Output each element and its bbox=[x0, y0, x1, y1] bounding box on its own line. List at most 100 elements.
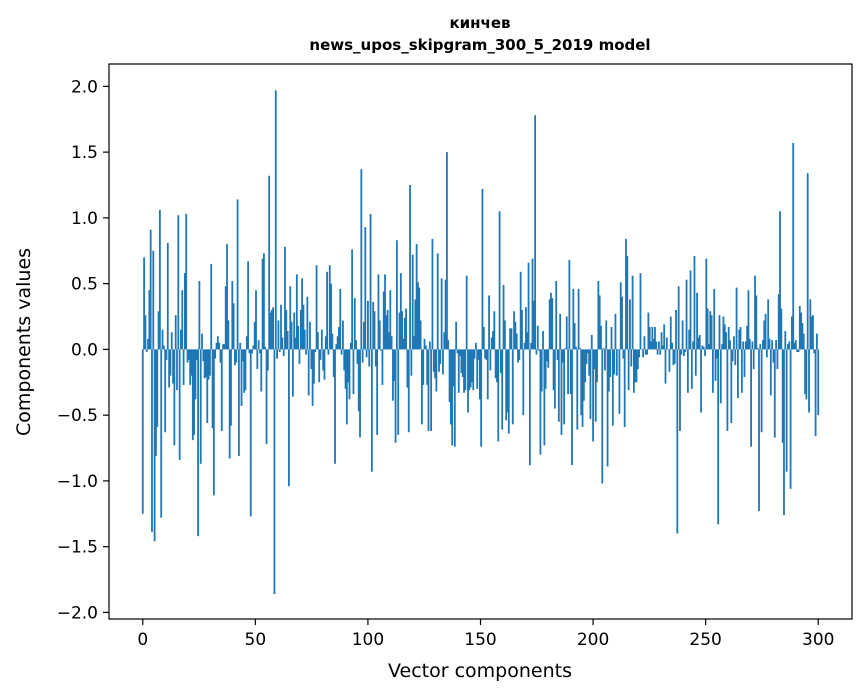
bar bbox=[166, 242, 169, 350]
bar bbox=[813, 349, 816, 354]
bar bbox=[538, 349, 540, 351]
bar bbox=[568, 259, 571, 350]
bar bbox=[374, 349, 377, 367]
bar bbox=[696, 292, 698, 350]
bar bbox=[752, 349, 755, 370]
bar bbox=[715, 349, 718, 359]
bar bbox=[448, 349, 451, 402]
bar bbox=[426, 349, 429, 385]
bar bbox=[759, 344, 762, 350]
bar bbox=[502, 284, 505, 350]
bar bbox=[738, 329, 741, 350]
bar bbox=[370, 349, 373, 472]
bar bbox=[503, 320, 506, 350]
bar bbox=[763, 320, 766, 350]
bar bbox=[486, 349, 489, 400]
bar bbox=[228, 349, 231, 459]
bar bbox=[536, 325, 539, 350]
bar bbox=[540, 349, 543, 392]
x-axis-label: Vector components bbox=[388, 660, 572, 682]
bar bbox=[688, 329, 691, 350]
bar bbox=[237, 349, 240, 456]
bar bbox=[449, 349, 452, 425]
bar bbox=[756, 348, 759, 350]
bar bbox=[528, 349, 531, 466]
bar bbox=[579, 348, 581, 350]
bar bbox=[680, 349, 683, 355]
bar bbox=[800, 312, 803, 350]
bar bbox=[784, 330, 787, 350]
bar bbox=[397, 349, 400, 435]
bar bbox=[602, 348, 605, 350]
bar bbox=[718, 315, 721, 350]
bar bbox=[605, 320, 608, 350]
chart-title: кинчев bbox=[449, 14, 510, 32]
bar bbox=[411, 254, 414, 350]
bar bbox=[351, 249, 354, 350]
bar bbox=[295, 274, 298, 350]
bar bbox=[593, 349, 596, 370]
bar bbox=[515, 333, 518, 350]
bar bbox=[704, 349, 706, 356]
bar bbox=[257, 340, 260, 350]
bar bbox=[613, 349, 616, 375]
bar bbox=[806, 173, 809, 350]
bar bbox=[654, 327, 656, 350]
bar bbox=[438, 349, 440, 372]
bar bbox=[273, 349, 276, 595]
bar bbox=[722, 316, 725, 350]
bar bbox=[256, 349, 259, 370]
bar bbox=[697, 337, 700, 350]
bar bbox=[535, 349, 538, 355]
bar bbox=[685, 279, 688, 350]
bar bbox=[804, 349, 806, 395]
bar bbox=[488, 295, 490, 350]
bar bbox=[417, 282, 419, 350]
bar bbox=[184, 273, 186, 350]
bar bbox=[220, 349, 223, 431]
bar bbox=[681, 320, 684, 350]
bar bbox=[551, 298, 554, 350]
bar bbox=[472, 349, 475, 391]
bar bbox=[180, 329, 182, 350]
bar bbox=[731, 349, 734, 362]
bar bbox=[156, 349, 159, 427]
bar bbox=[509, 328, 512, 350]
bar bbox=[671, 342, 673, 350]
bar bbox=[609, 349, 612, 378]
bar bbox=[178, 349, 181, 460]
bar bbox=[191, 349, 194, 441]
bar bbox=[729, 340, 731, 350]
bar bbox=[661, 345, 664, 350]
bar bbox=[239, 342, 242, 350]
bar bbox=[316, 332, 319, 350]
bar bbox=[364, 227, 367, 350]
bar bbox=[726, 349, 729, 431]
bar bbox=[424, 345, 427, 350]
bar bbox=[584, 349, 587, 383]
bar bbox=[565, 316, 568, 350]
bar bbox=[211, 349, 214, 429]
bar bbox=[324, 336, 327, 350]
y-tick-label: 1.5 bbox=[71, 143, 98, 163]
bar bbox=[563, 349, 566, 425]
bar bbox=[339, 288, 342, 350]
bar bbox=[270, 309, 273, 350]
bar bbox=[606, 349, 609, 467]
bar bbox=[781, 349, 784, 443]
bar bbox=[272, 307, 275, 350]
bar bbox=[701, 345, 704, 350]
bar bbox=[617, 349, 619, 350]
bar bbox=[618, 349, 621, 414]
bar bbox=[652, 338, 655, 350]
bar bbox=[751, 341, 754, 350]
bar bbox=[422, 349, 425, 385]
bar bbox=[244, 349, 247, 391]
bar bbox=[403, 317, 406, 350]
bar bbox=[236, 199, 239, 350]
bar bbox=[386, 309, 389, 350]
bar bbox=[525, 307, 527, 350]
bar bbox=[203, 349, 206, 379]
bar bbox=[692, 341, 695, 350]
bar bbox=[195, 349, 198, 360]
